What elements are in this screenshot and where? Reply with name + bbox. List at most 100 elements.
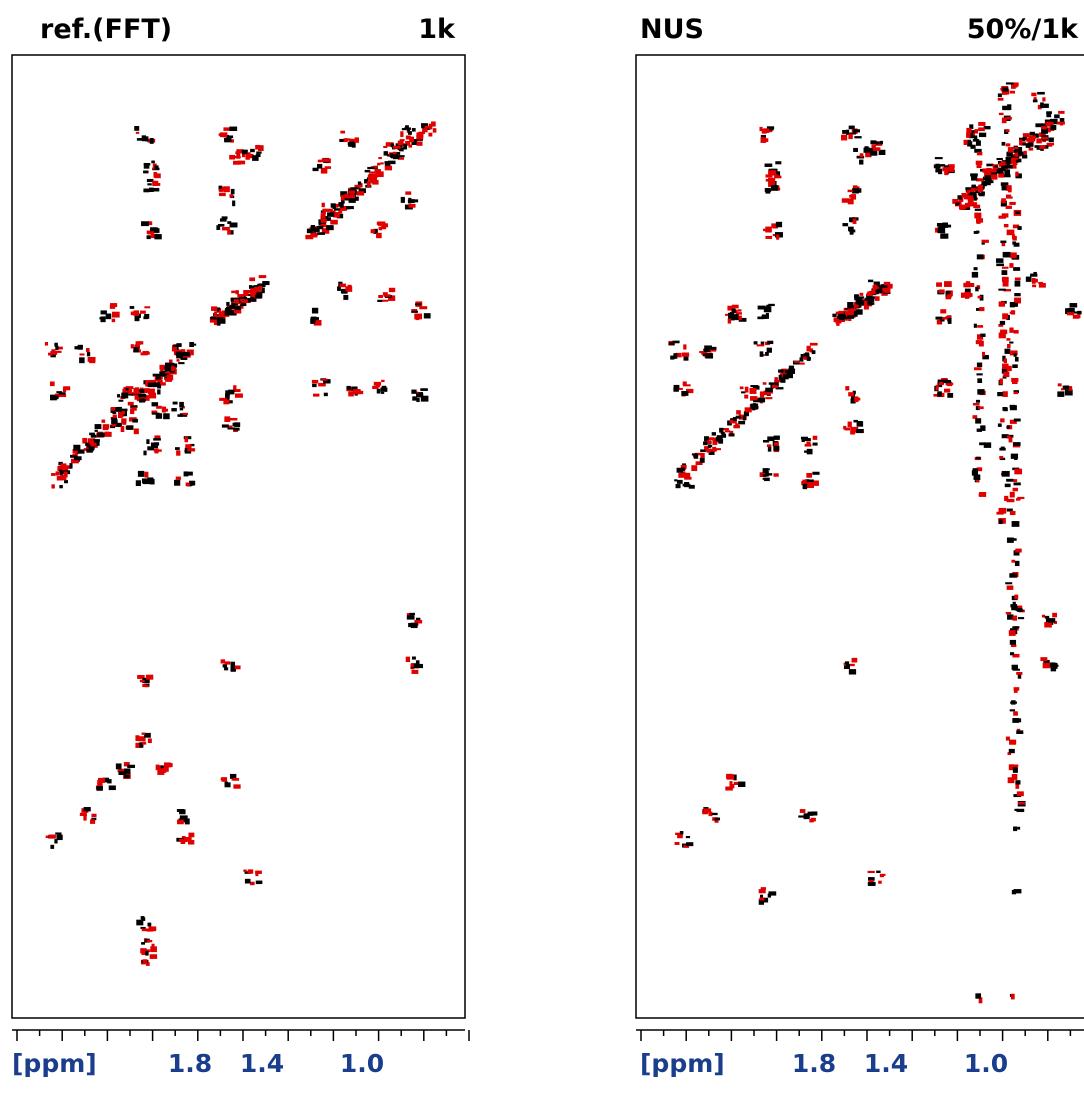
- peak: [227, 427, 235, 430]
- peak: [340, 288, 348, 294]
- peak: [1012, 487, 1019, 492]
- peak: [732, 315, 738, 318]
- peak: [1010, 453, 1019, 459]
- peak: [1005, 82, 1014, 85]
- peak: [428, 132, 433, 137]
- peak: [380, 391, 385, 394]
- peak: [844, 316, 850, 319]
- peak: [143, 188, 150, 193]
- peak: [947, 224, 952, 228]
- peak: [1006, 425, 1010, 429]
- peak: [215, 315, 221, 318]
- peak: [147, 446, 155, 451]
- peak: [1001, 368, 1008, 374]
- peak: [228, 230, 234, 235]
- peak: [139, 387, 144, 390]
- peak: [705, 449, 713, 452]
- peak: [178, 354, 182, 359]
- peak: [154, 234, 162, 240]
- peak: [803, 813, 810, 820]
- peak: [396, 155, 405, 158]
- peak: [91, 813, 97, 818]
- peak: [348, 141, 354, 147]
- peak: [1016, 791, 1024, 797]
- peak: [1003, 224, 1009, 228]
- peak: [735, 312, 742, 315]
- peak: [432, 128, 437, 133]
- peak: [1040, 123, 1048, 128]
- peak: [383, 294, 391, 297]
- peak: [1009, 263, 1014, 268]
- peak: [733, 781, 740, 785]
- peak: [1010, 252, 1017, 259]
- peak: [184, 837, 192, 842]
- peak: [146, 178, 154, 183]
- peak: [935, 227, 939, 233]
- peak: [763, 897, 769, 903]
- peak: [759, 391, 765, 398]
- peak: [981, 181, 987, 187]
- peak: [852, 185, 858, 190]
- peak: [1017, 801, 1026, 805]
- peak: [969, 135, 978, 139]
- peak: [231, 778, 237, 781]
- peak: [123, 762, 130, 767]
- peak: [1005, 736, 1010, 741]
- peak: [1007, 614, 1014, 620]
- peak: [255, 144, 261, 150]
- peak: [677, 832, 683, 839]
- peak: [1040, 102, 1044, 109]
- peak: [250, 296, 257, 302]
- peak: [999, 320, 1006, 325]
- peak: [1011, 83, 1016, 89]
- peak: [1013, 391, 1019, 395]
- peak: [257, 284, 266, 288]
- peak: [57, 465, 65, 471]
- peak: [775, 171, 781, 177]
- peak: [69, 463, 73, 469]
- peak: [164, 375, 168, 380]
- peak: [58, 394, 67, 398]
- peak: [845, 661, 850, 665]
- axis-unit: [ppm]: [12, 1049, 97, 1078]
- peak: [49, 381, 55, 387]
- peak: [149, 187, 154, 193]
- peak: [887, 283, 893, 289]
- peak: [54, 342, 58, 347]
- peak: [73, 444, 81, 451]
- peak: [1047, 618, 1056, 623]
- peak: [767, 446, 772, 452]
- peak: [1013, 550, 1020, 556]
- peak: [974, 208, 982, 211]
- peak: [879, 874, 884, 878]
- peak: [729, 781, 733, 787]
- peak: [1044, 615, 1050, 619]
- peak: [221, 186, 226, 191]
- peak: [1040, 657, 1048, 662]
- peak: [718, 438, 724, 444]
- panel-size: 50%/1k: [967, 14, 1079, 45]
- peak: [813, 480, 819, 486]
- peak: [226, 301, 230, 306]
- peak: [1014, 297, 1022, 304]
- peak: [405, 140, 411, 146]
- peak: [1006, 365, 1012, 372]
- peak: [1005, 582, 1013, 585]
- peak: [876, 288, 881, 293]
- peak: [772, 226, 779, 229]
- peak: [1017, 496, 1025, 500]
- peak: [400, 196, 405, 203]
- peak: [849, 230, 854, 235]
- peak: [976, 467, 983, 472]
- peak: [682, 384, 691, 387]
- peak: [683, 472, 691, 478]
- peak: [230, 188, 235, 195]
- peak: [55, 350, 62, 353]
- peak: [1033, 271, 1037, 275]
- peak: [323, 379, 331, 384]
- peak: [999, 455, 1004, 459]
- peak: [388, 287, 396, 293]
- peak: [850, 219, 854, 223]
- peak: [222, 664, 228, 668]
- peak: [223, 127, 232, 131]
